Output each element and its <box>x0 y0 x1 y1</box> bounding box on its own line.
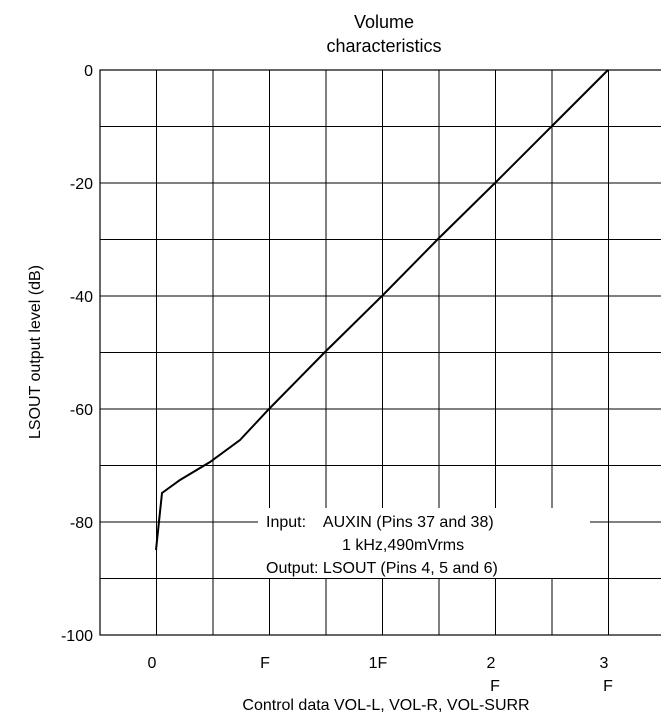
annotation-output: Output: LSOUT (Pins 4, 5 and 6) <box>266 560 498 577</box>
annotation-background <box>258 508 590 578</box>
plot-area-frame <box>99 69 661 636</box>
volume-curve <box>155 69 609 551</box>
y-tick-label: -60 <box>70 402 93 419</box>
y-axis-ticks: 0 -20 -40 -60 -80 -100 <box>61 63 93 645</box>
x-tick-label: F <box>490 678 500 695</box>
y-tick-label: -80 <box>70 515 93 532</box>
y-tick-label: 0 <box>84 63 93 80</box>
x-tick-label: 2 <box>487 655 496 672</box>
annotation-signal: 1 kHz,490mVrms <box>342 537 464 554</box>
x-tick-label: 1F <box>369 655 388 672</box>
x-tick-label: F <box>260 655 270 672</box>
y-tick-label: -40 <box>70 289 93 306</box>
x-axis-ticks: 0 F 1F 2 F 3 F <box>148 655 614 695</box>
y-tick-label: -100 <box>61 628 93 645</box>
chart-title-line-1: Volume <box>354 12 414 32</box>
annotation-input: Input: AUXIN (Pins 37 and 38) <box>266 514 494 531</box>
x-axis-label: Control data VOL-L, VOL-R, VOL-SURR <box>242 697 529 714</box>
x-tick-label: 0 <box>148 655 157 672</box>
y-tick-label: -20 <box>70 176 93 193</box>
x-tick-label: 3 <box>600 655 609 672</box>
y-axis-label: LSOUT output level (dB) <box>27 265 44 439</box>
chart-title-line-2: characteristics <box>326 36 441 56</box>
x-tick-label: F <box>603 678 613 695</box>
